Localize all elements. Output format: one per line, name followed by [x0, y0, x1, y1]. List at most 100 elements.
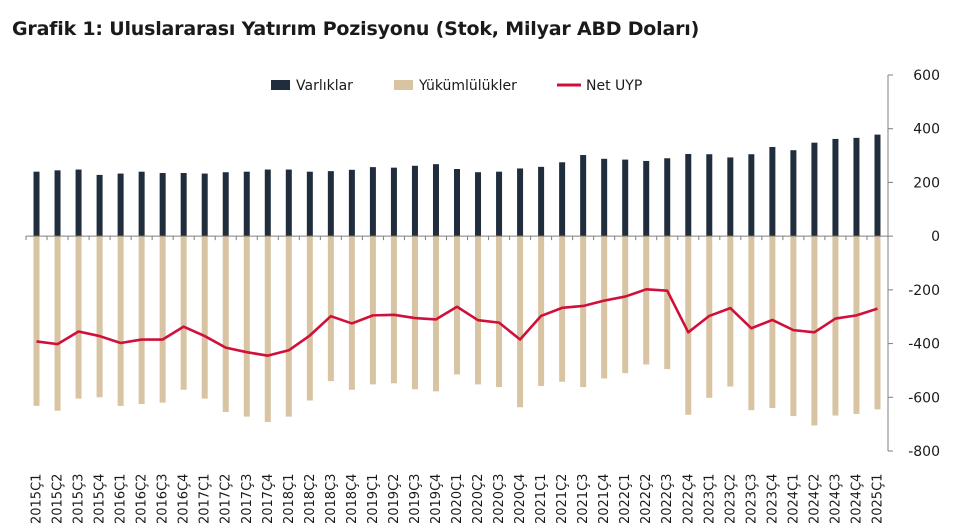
x-tick-label: 2024Ç2: [807, 474, 822, 524]
x-tick-label: 2020Ç3: [492, 474, 507, 524]
chart-title: Grafik 1: Uluslararası Yatırım Pozisyonu…: [12, 18, 700, 40]
series-liabilities-bars: [33, 236, 881, 426]
bar-liabilities-2024Ç3: [832, 236, 839, 416]
bar-assets-2020Ç3: [496, 171, 503, 237]
x-tick-label: 2016Ç2: [135, 474, 150, 524]
bar-liabilities-2022Ç4: [685, 236, 692, 415]
x-tick-label: 2021Ç1: [534, 474, 549, 524]
bar-liabilities-2023Ç3: [748, 236, 755, 411]
bar-liabilities-2016Ç1: [117, 236, 124, 406]
bar-assets-2015Ç2: [54, 170, 61, 237]
x-tick-label: 2022Ç4: [681, 474, 696, 524]
bar-liabilities-2024Ç1: [790, 236, 797, 417]
bar-liabilities-2017Ç2: [222, 236, 229, 413]
x-tick-label: 2023Ç2: [723, 474, 738, 524]
bar-assets-2021Ç2: [559, 162, 566, 237]
series-assets-bars: [33, 134, 881, 237]
y-tick-label: -800: [908, 444, 940, 460]
bar-assets-2016Ç1: [117, 173, 124, 237]
bar-liabilities-2019Ç4: [432, 236, 439, 392]
x-tick-label: 2017Ç3: [240, 474, 255, 524]
x-tick-label: 2017Ç1: [198, 474, 213, 524]
x-tick-label: 2025Ç1: [870, 474, 885, 524]
bar-liabilities-2022Ç1: [622, 236, 629, 374]
x-tick-label: 2020Ç4: [513, 474, 528, 524]
bar-liabilities-2015Ç3: [75, 236, 82, 399]
x-tick-label: 2015Ç3: [72, 474, 87, 524]
x-tick-label: 2015Ç2: [51, 474, 66, 524]
bar-assets-2019Ç1: [369, 167, 376, 237]
bar-liabilities-2017Ç1: [201, 236, 208, 399]
legend-liabilities-label: Yükümlülükler: [418, 78, 517, 94]
x-tick-label: 2023Ç3: [744, 474, 759, 524]
x-tick-label: 2017Ç2: [219, 474, 234, 524]
x-tick-label: 2019Ç1: [366, 474, 381, 524]
bar-liabilities-2018Ç4: [348, 236, 355, 390]
bar-liabilities-2018Ç3: [327, 236, 334, 382]
bar-liabilities-2024Ç4: [853, 236, 860, 414]
bar-assets-2023Ç3: [748, 154, 755, 237]
bar-assets-2022Ç4: [685, 153, 692, 237]
bar-assets-2017Ç4: [264, 169, 271, 237]
x-tick-label: 2023Ç4: [765, 474, 780, 524]
bar-liabilities-2015Ç2: [54, 236, 61, 411]
bar-liabilities-2020Ç3: [496, 236, 503, 388]
y-tick-label: 0: [931, 229, 940, 245]
bar-liabilities-2023Ç2: [727, 236, 734, 387]
bar-assets-2018Ç4: [348, 169, 355, 237]
bar-assets-2015Ç1: [33, 171, 40, 237]
bar-assets-2016Ç3: [159, 173, 166, 237]
y-tick-label: 400: [913, 122, 940, 138]
y-tick-label: 200: [913, 175, 940, 191]
bar-liabilities-2015Ç1: [33, 236, 40, 406]
bar-assets-2023Ç1: [706, 154, 713, 237]
bar-assets-2025Ç1: [874, 134, 881, 237]
bar-liabilities-2015Ç4: [96, 236, 103, 398]
x-tick-label: 2018Ç4: [345, 474, 360, 524]
legend: Varlıklar Yükümlülükler Net UYP: [271, 78, 642, 94]
bar-liabilities-2022Ç2: [643, 236, 650, 365]
x-tick-label: 2018Ç2: [303, 474, 318, 524]
x-tick-label: 2019Ç3: [408, 474, 423, 524]
bar-liabilities-2019Ç3: [411, 236, 418, 390]
x-tick-label: 2018Ç1: [282, 474, 297, 524]
line-net-uyp: [36, 288, 878, 357]
x-tick-label: 2023Ç1: [702, 474, 717, 524]
bar-assets-2021Ç4: [601, 158, 608, 237]
y-tick-label: -200: [908, 283, 940, 299]
x-tick-label: 2021Ç2: [555, 474, 570, 524]
bar-assets-2024Ç1: [790, 150, 797, 237]
bar-assets-2016Ç4: [180, 173, 187, 237]
bar-assets-2019Ç3: [411, 165, 418, 237]
bar-assets-2017Ç2: [222, 172, 229, 237]
x-tick-label: 2016Ç3: [156, 474, 171, 524]
x-tick-label: 2015Ç4: [93, 474, 108, 524]
bar-assets-2021Ç3: [580, 155, 587, 237]
bar-assets-2015Ç3: [75, 169, 82, 237]
bar-assets-2017Ç1: [201, 173, 208, 237]
x-tick-label: 2022Ç2: [639, 474, 654, 524]
bar-liabilities-2017Ç3: [243, 236, 250, 417]
x-tick-label: 2018Ç3: [324, 474, 339, 524]
y-tick-label: 600: [913, 68, 940, 84]
bar-liabilities-2017Ç4: [264, 236, 271, 422]
bar-assets-2024Ç3: [832, 138, 839, 237]
bar-liabilities-2023Ç4: [769, 236, 776, 409]
bar-liabilities-2021Ç4: [601, 236, 608, 379]
series-net-line: [36, 288, 878, 357]
legend-assets-swatch: [271, 80, 290, 90]
bar-assets-2019Ç2: [390, 167, 397, 237]
legend-net-uyp-label: Net UYP: [586, 78, 642, 94]
bar-assets-2021Ç1: [538, 166, 545, 237]
bar-assets-2022Ç1: [622, 159, 629, 237]
x-tick-label: 2024Ç4: [849, 474, 864, 524]
bar-liabilities-2020Ç1: [454, 236, 460, 375]
x-tick-label: 2020Ç2: [471, 474, 486, 524]
bar-liabilities-2020Ç2: [475, 236, 482, 385]
bar-liabilities-2019Ç1: [369, 236, 376, 385]
bar-assets-2022Ç3: [664, 158, 671, 237]
legend-assets-label: Varlıklar: [296, 78, 353, 94]
bar-liabilities-2022Ç3: [664, 236, 671, 370]
bar-liabilities-2016Ç3: [159, 236, 166, 403]
x-tick-label: 2015Ç1: [30, 474, 45, 524]
